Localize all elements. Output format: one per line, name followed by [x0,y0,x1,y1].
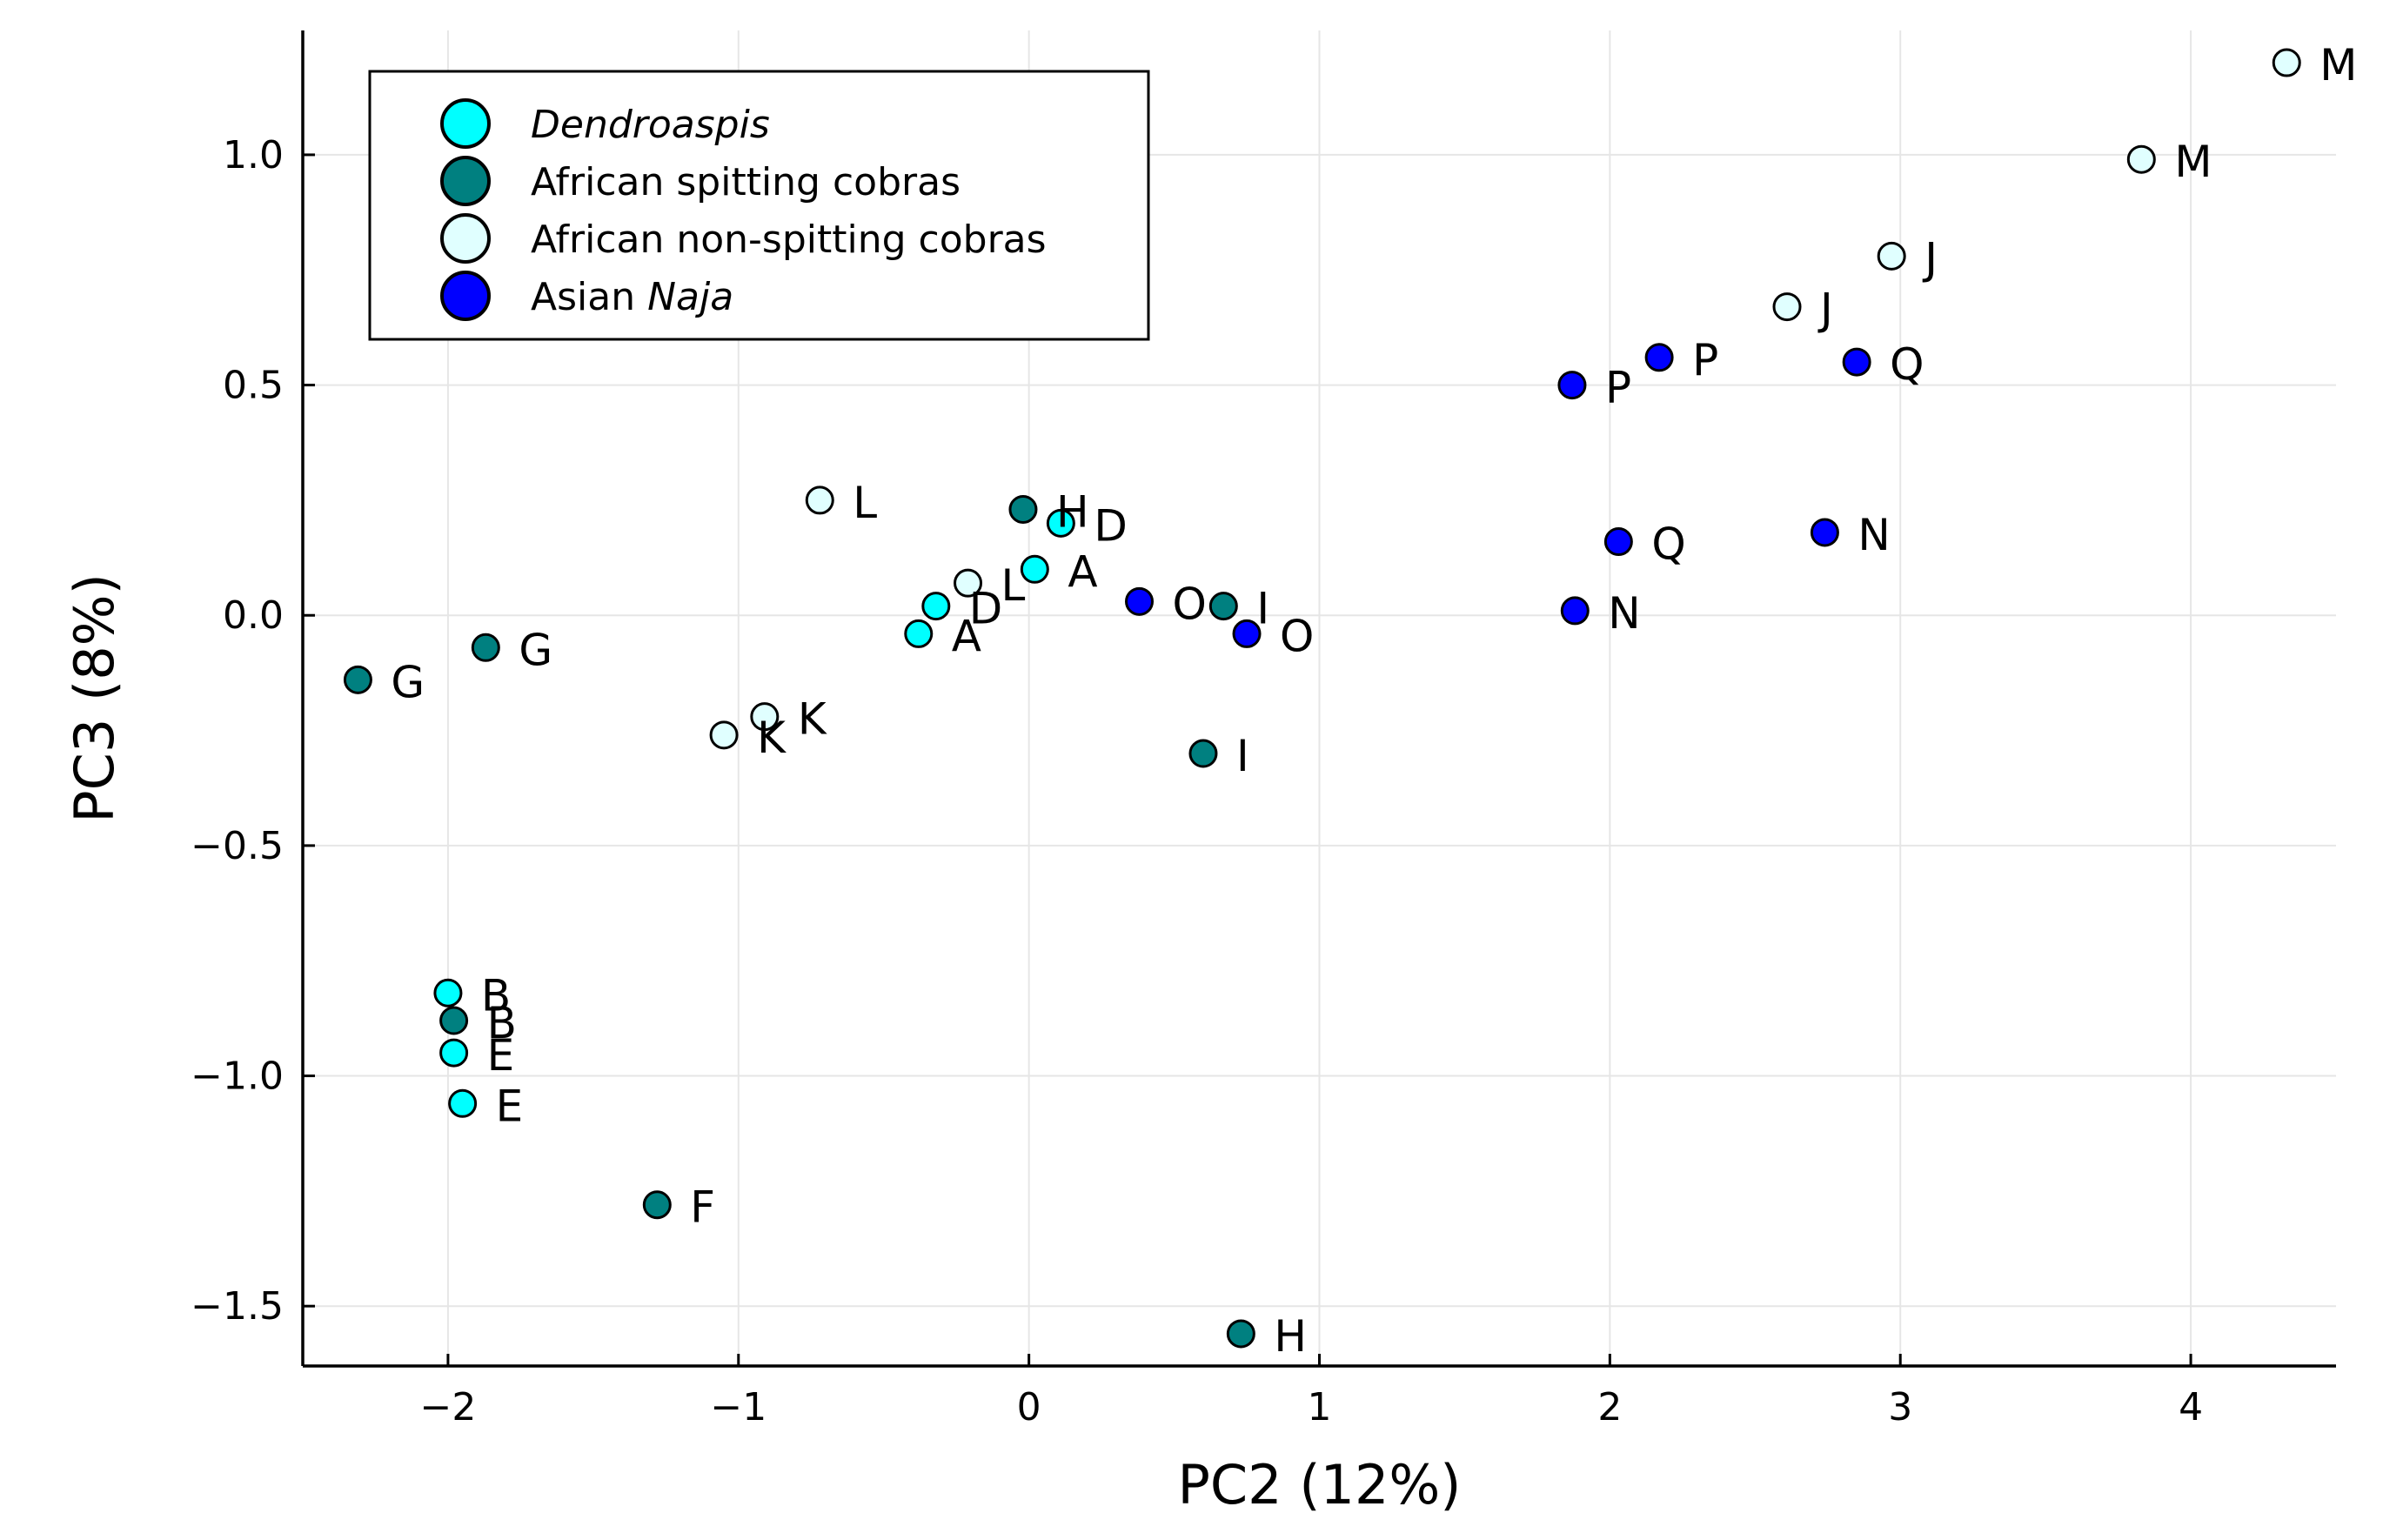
data-point [1557,371,1587,400]
y-tick-label: 0.0 [223,593,284,638]
data-point [1125,586,1155,616]
legend-entry: African non-spitting cobras [531,218,1047,262]
point-label: I [1256,584,1269,634]
x-tick-label: −1 [710,1385,766,1430]
point-label: O [1173,579,1207,629]
y-tick-label: −1.5 [191,1284,284,1329]
x-tick-label: 3 [1888,1385,1912,1430]
point-label: M [2319,40,2357,90]
legend: Dendroaspis African spitting cobras Africa… [368,70,1150,341]
point-label: J [1817,285,1833,335]
point-label: L [853,478,877,528]
data-point [471,633,500,662]
data-points [343,48,2301,1349]
axes: −2 −1 0 1 2 3 4 −1.5 −1.0 −0.5 0.0 0.5 1.0 [191,30,2336,1430]
point-label: L [1001,560,1026,611]
data-point [439,1038,469,1068]
data-point [2272,48,2301,77]
y-tick-label: 0.5 [223,364,284,408]
data-point [439,1006,469,1035]
data-point [1877,241,1906,271]
point-label: G [519,625,552,675]
x-axis-label: PC2 (12%) [1177,1453,1461,1517]
data-point [1560,596,1590,626]
data-point [448,1088,478,1118]
y-axis-label: PC3 (8%) [63,573,126,823]
legend-marker [440,213,491,264]
data-point [1810,518,1839,547]
point-label: B [481,970,511,1021]
y-tick-label: −1.0 [191,1055,284,1099]
point-label: H [1274,1311,1307,1362]
data-point [709,720,739,750]
data-point [1226,1319,1255,1349]
point-label: H [1056,486,1089,537]
data-point [921,592,951,621]
data-point [1842,347,1871,377]
x-tick-label: −2 [419,1385,476,1430]
data-point [954,568,983,598]
data-point [642,1190,672,1220]
data-point [1772,292,1802,322]
point-label: B [487,998,517,1048]
x-tick-label: 0 [1017,1385,1041,1430]
point-label: K [798,694,827,745]
data-point [1046,508,1075,538]
legend-entry: Asian Naja [531,275,733,319]
point-label: P [1692,335,1718,385]
point-label: J [1922,233,1938,284]
data-point [433,978,463,1008]
legend-entry-part: Naja [647,275,733,319]
x-tick-label: 1 [1308,1385,1332,1430]
legend-entry: African spitting cobras [531,160,961,204]
point-label: N [1608,588,1640,639]
point-label: G [391,657,425,707]
point-label: E [487,1030,515,1081]
legend-box [368,70,1150,341]
data-point [343,665,372,694]
y-tick-label: −0.5 [191,824,284,868]
x-tick-label: 2 [1597,1385,1622,1430]
point-label: I [1236,731,1249,781]
point-label: D [969,584,1003,634]
point-label: Q [1890,339,1924,390]
y-tick-label: 1.0 [223,133,284,177]
point-label: D [1094,500,1128,551]
data-point [805,485,834,515]
point-label: N [1858,510,1890,560]
point-label: F [690,1182,715,1233]
data-point [1208,592,1238,621]
point-label: A [952,611,981,661]
data-point [1644,343,1674,372]
data-point [750,702,780,732]
legend-marker [440,271,491,321]
legend-entry: Dendroaspis [531,103,770,147]
data-point [904,619,934,648]
x-tick-label: 4 [2179,1385,2203,1430]
point-label: A [1068,546,1097,597]
point-label: P [1605,363,1631,413]
point-label: E [496,1081,524,1131]
point-label: O [1280,611,1314,661]
point-label: K [757,713,787,763]
data-point [1232,619,1262,648]
legend-marker [440,98,491,149]
data-point [2126,144,2156,174]
data-point [1020,554,1049,584]
legend-entry-part: Asian [531,275,647,319]
data-point [1188,739,1218,768]
point-label: Q [1651,519,1685,570]
data-point [1008,494,1038,524]
point-label: M [2174,137,2212,187]
legend-marker [440,156,491,206]
data-point [1603,527,1633,557]
